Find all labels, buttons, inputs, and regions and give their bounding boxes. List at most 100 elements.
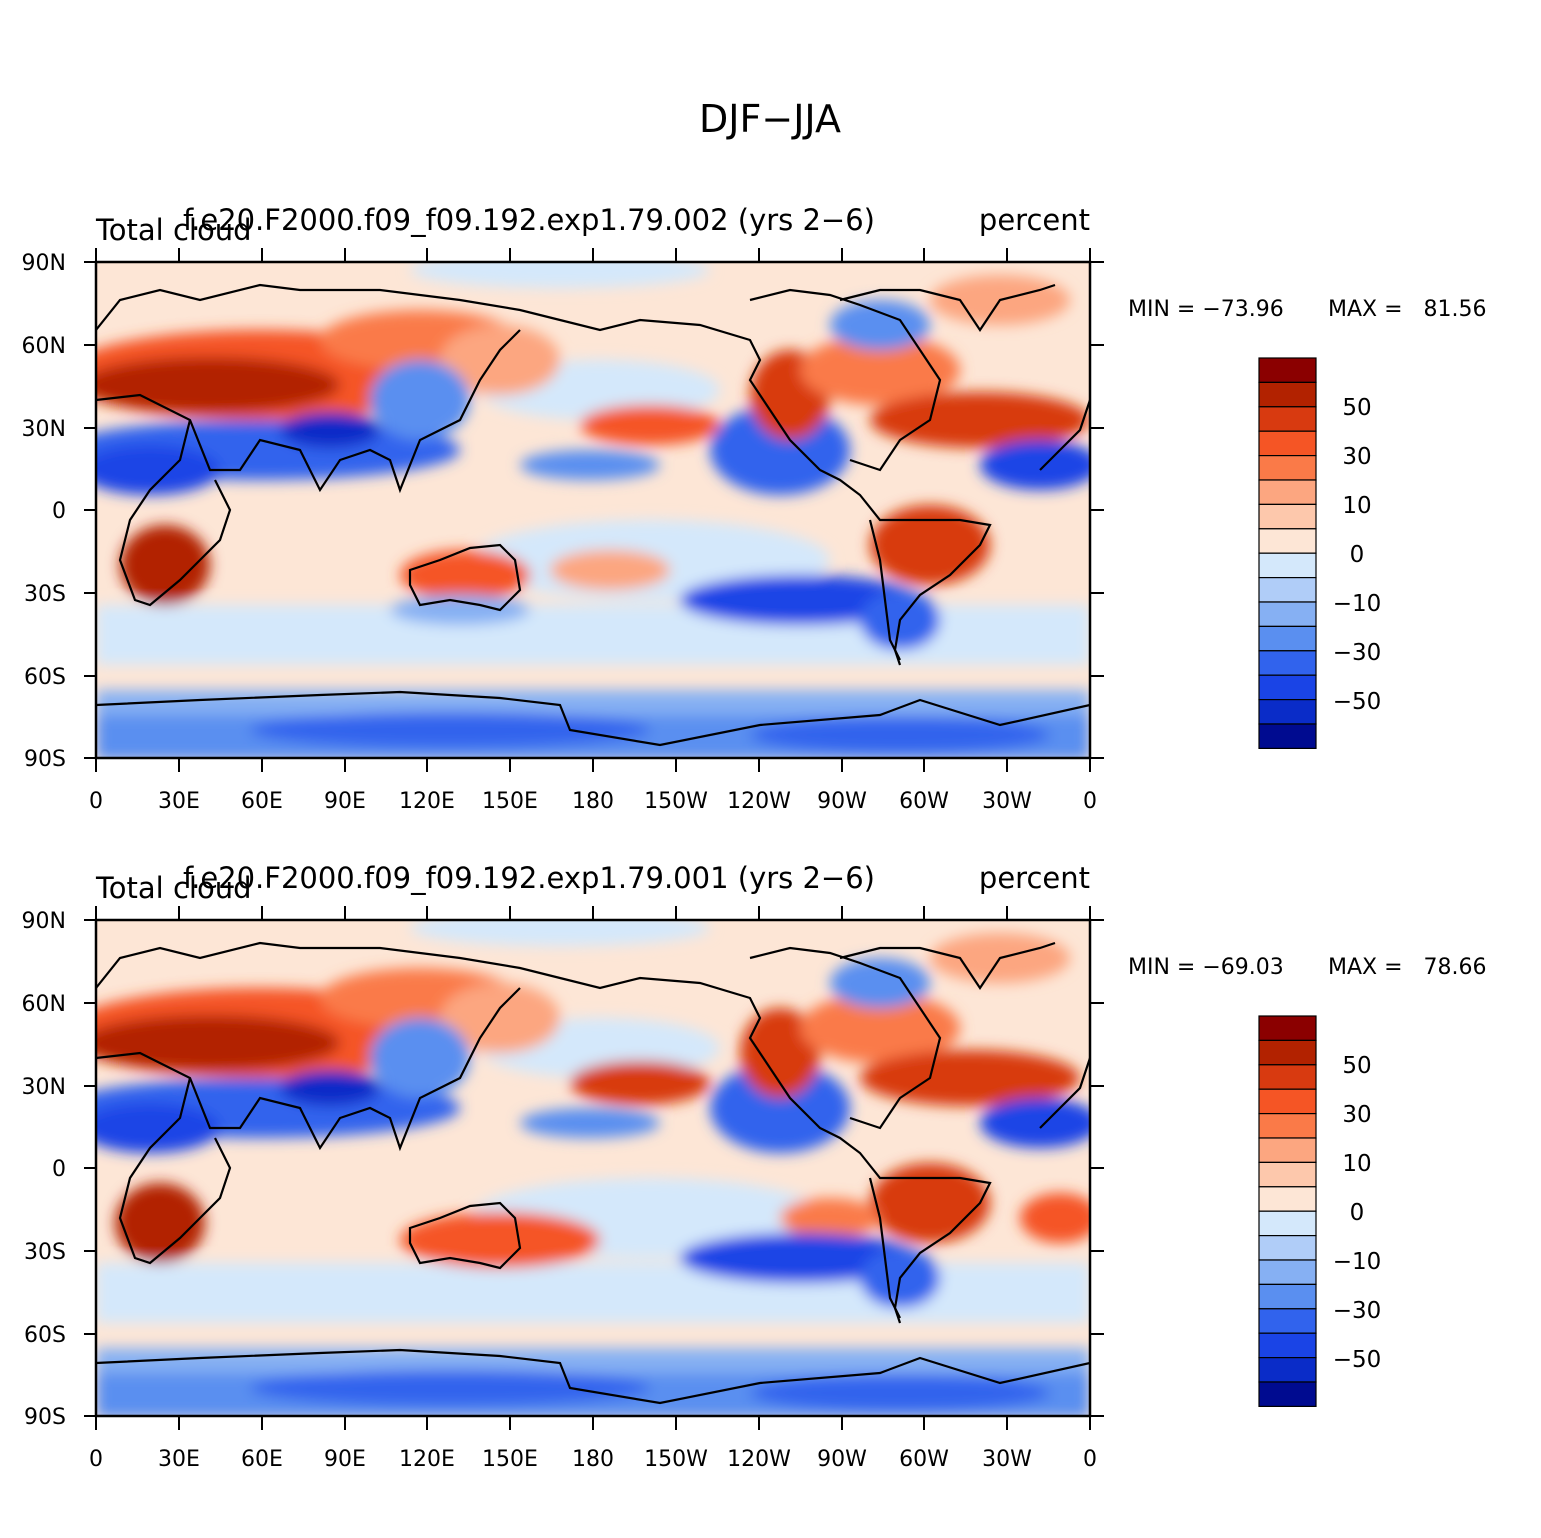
lon-label: 0 bbox=[89, 789, 103, 814]
colorbar-box bbox=[1258, 698, 1317, 725]
colorbar-label: −10 bbox=[1333, 1249, 1382, 1275]
colorbar-label: 10 bbox=[1342, 1151, 1371, 1177]
colorbar-box bbox=[1258, 479, 1317, 505]
lon-label: 0 bbox=[1083, 1447, 1097, 1472]
colorbar-box bbox=[1258, 1015, 1317, 1041]
colorbar-label: 0 bbox=[1350, 542, 1365, 568]
lon-label: 180 bbox=[572, 1447, 614, 1472]
lon-label: 0 bbox=[1083, 789, 1097, 814]
lat-label: 30N bbox=[22, 1075, 66, 1100]
colorbar-box bbox=[1258, 1234, 1317, 1261]
lat-label: 60N bbox=[22, 334, 66, 359]
contour-field bbox=[96, 262, 1090, 758]
lon-label: 120E bbox=[399, 789, 455, 814]
lon-label: 30W bbox=[982, 789, 1032, 814]
lon-label: 60W bbox=[899, 789, 949, 814]
colorbar-box bbox=[1258, 1112, 1317, 1139]
figure-title: DJF−JJA bbox=[699, 97, 841, 141]
lon-label: 90W bbox=[817, 789, 867, 814]
colorbar-box bbox=[1258, 1088, 1317, 1115]
colorbar-box bbox=[1258, 528, 1317, 554]
colorbar-box bbox=[1258, 1332, 1317, 1359]
lat-label: 90N bbox=[22, 909, 66, 934]
lat-label: 0 bbox=[52, 499, 66, 524]
colorbar-box bbox=[1258, 1186, 1317, 1212]
colorbar-label: 0 bbox=[1350, 1200, 1365, 1226]
lat-tick-labels: 90N 60N 30N 0 30S 60S 90S bbox=[22, 251, 66, 772]
contour-field bbox=[96, 920, 1090, 1416]
colorbar-box bbox=[1258, 601, 1317, 627]
colorbar: 50 30 10 0 −10 −30 −50 bbox=[1258, 357, 1382, 749]
lon-label: 90W bbox=[817, 1447, 867, 1472]
colorbar-box bbox=[1258, 1137, 1317, 1163]
lon-label: 60E bbox=[241, 789, 283, 814]
map-panel-top: Total cloud f.e20.F2000.f09_f09.192.exp1… bbox=[22, 203, 1487, 814]
lon-label: 60W bbox=[899, 1447, 949, 1472]
colorbar-labels: 50 30 10 0 −10 −30 −50 bbox=[1333, 1053, 1382, 1373]
colorbar-box bbox=[1258, 625, 1317, 652]
colorbar-box bbox=[1258, 1210, 1317, 1237]
colorbar-label: −30 bbox=[1333, 1298, 1382, 1324]
lon-label: 150E bbox=[482, 789, 538, 814]
lon-label: 30E bbox=[158, 789, 200, 814]
lon-label: 90E bbox=[324, 789, 366, 814]
colorbar-box bbox=[1258, 1381, 1317, 1407]
lon-tick-labels: 0 30E 60E 90E 120E 150E 180 150W 120W 90… bbox=[89, 789, 1097, 814]
lon-label: 90E bbox=[324, 1447, 366, 1472]
lat-label: 60S bbox=[24, 665, 66, 690]
panel-left-title: Total cloud bbox=[95, 871, 251, 905]
min-label: MIN = −69.03 bbox=[1128, 955, 1284, 980]
colorbar-box bbox=[1258, 1064, 1317, 1090]
panel-center-title: f.e20.F2000.f09_f09.192.exp1.79.001 (yrs… bbox=[183, 861, 875, 895]
max-label: MAX = 78.66 bbox=[1328, 955, 1487, 980]
coastlines bbox=[96, 941, 1090, 1405]
lon-label: 150E bbox=[482, 1447, 538, 1472]
coastlines bbox=[96, 283, 1090, 747]
colorbar-labels: 50 30 10 0 −10 −30 −50 bbox=[1333, 395, 1382, 715]
colorbar-box bbox=[1258, 455, 1317, 481]
colorbar-box bbox=[1258, 381, 1317, 408]
colorbar-box bbox=[1258, 552, 1317, 579]
colorbar-label: 50 bbox=[1342, 395, 1371, 421]
axis-ticks bbox=[84, 906, 1104, 1430]
map-panel-bottom: Total cloud f.e20.F2000.f09_f09.192.exp1… bbox=[22, 861, 1487, 1472]
lon-label: 60E bbox=[241, 1447, 283, 1472]
colorbar-box bbox=[1258, 357, 1317, 383]
lon-tick-labels: 0 30E 60E 90E 120E 150E 180 150W 120W 90… bbox=[89, 1447, 1097, 1472]
lon-label: 30W bbox=[982, 1447, 1032, 1472]
lat-label: 60S bbox=[24, 1323, 66, 1348]
lat-label: 30N bbox=[22, 417, 66, 442]
lon-label: 120W bbox=[727, 1447, 791, 1472]
colorbar-label: 30 bbox=[1342, 444, 1371, 470]
colorbar-box bbox=[1258, 723, 1317, 749]
colorbar-label: 10 bbox=[1342, 493, 1371, 519]
colorbar-label: 50 bbox=[1342, 1053, 1371, 1079]
panel-units: percent bbox=[979, 203, 1090, 237]
colorbar-box bbox=[1258, 430, 1317, 457]
lon-label: 30E bbox=[158, 1447, 200, 1472]
colorbar-box bbox=[1258, 1259, 1317, 1285]
panel-center-title: f.e20.F2000.f09_f09.192.exp1.79.002 (yrs… bbox=[183, 203, 875, 237]
colorbar-label: −50 bbox=[1333, 1347, 1382, 1373]
colorbar-label: 30 bbox=[1342, 1102, 1371, 1128]
colorbar-box bbox=[1258, 1356, 1317, 1383]
colorbar-label: −30 bbox=[1333, 640, 1382, 666]
colorbar-box bbox=[1258, 650, 1317, 676]
lat-label: 90N bbox=[22, 251, 66, 276]
colorbar-box bbox=[1258, 1039, 1317, 1066]
lat-label: 30S bbox=[24, 582, 66, 607]
colorbar-box bbox=[1258, 406, 1317, 432]
lat-label: 90S bbox=[24, 1405, 66, 1430]
lat-label: 30S bbox=[24, 1240, 66, 1265]
colorbar-box bbox=[1258, 1283, 1317, 1310]
lon-label: 150W bbox=[644, 1447, 708, 1472]
axis-ticks bbox=[84, 248, 1104, 772]
lon-label: 150W bbox=[644, 789, 708, 814]
colorbar-label: −10 bbox=[1333, 591, 1382, 617]
min-label: MIN = −73.96 bbox=[1128, 297, 1284, 322]
colorbar-box bbox=[1258, 674, 1317, 701]
panel-units: percent bbox=[979, 861, 1090, 895]
colorbar-box bbox=[1258, 503, 1317, 530]
lat-tick-labels: 90N 60N 30N 0 30S 60S 90S bbox=[22, 909, 66, 1430]
lat-label: 60N bbox=[22, 992, 66, 1017]
